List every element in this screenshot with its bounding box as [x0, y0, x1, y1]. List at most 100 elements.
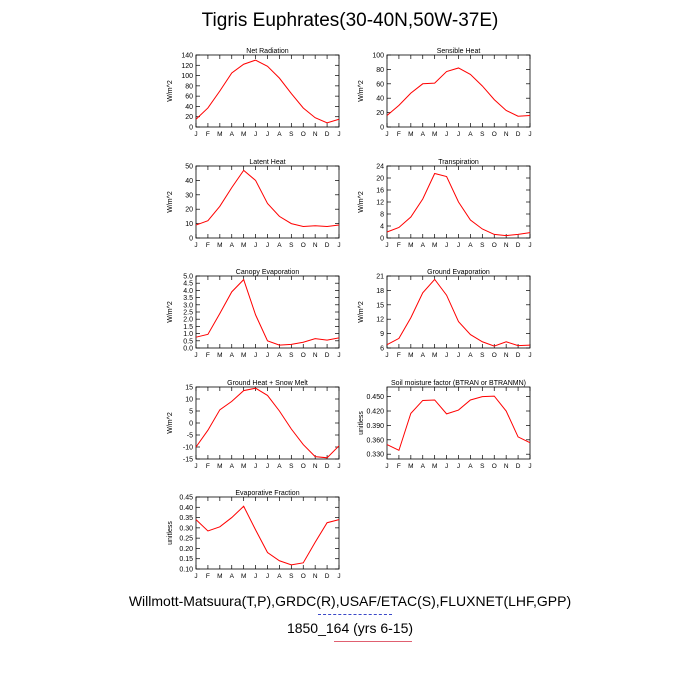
series-line — [386, 172, 531, 237]
x-tick-label: M — [241, 242, 246, 249]
y-tick-label: 0.20 — [179, 546, 193, 553]
x-tick-label: O — [301, 242, 306, 249]
series-line — [195, 278, 340, 346]
y-tick-label: 5.0 — [183, 274, 193, 281]
y-tick-label: 80 — [185, 83, 193, 90]
x-tick-label: J — [337, 242, 340, 249]
x-tick-label: J — [266, 463, 269, 470]
x-tick-label: A — [468, 131, 473, 138]
y-tick-label: 20 — [185, 114, 193, 121]
x-tick-label: F — [397, 463, 401, 470]
x-tick-label: A — [468, 463, 473, 470]
x-tick-label: N — [313, 463, 318, 470]
y-tick-label: 0 — [189, 421, 193, 428]
x-tick-label: S — [289, 463, 294, 470]
x-tick-label: J — [385, 131, 388, 138]
x-tick-label: F — [397, 352, 401, 359]
x-tick-label: A — [421, 242, 426, 249]
x-tick-label: M — [432, 352, 437, 359]
plot-frame — [195, 496, 340, 570]
x-tick-label: S — [480, 131, 485, 138]
y-tick-label: 24 — [376, 164, 384, 171]
x-tick-label: J — [457, 242, 460, 249]
x-tick-label: D — [325, 352, 330, 359]
y-tick-label: 2.5 — [183, 310, 193, 317]
y-tick-label: 15 — [185, 385, 193, 392]
y-tick-label: 60 — [185, 94, 193, 101]
y-tick-label: 0.15 — [179, 556, 193, 563]
y-tick-label: 0.30 — [179, 525, 193, 532]
x-tick-label: J — [445, 131, 448, 138]
x-tick-label: J — [385, 352, 388, 359]
x-tick-label: O — [492, 131, 497, 138]
x-tick-label: J — [528, 463, 531, 470]
x-tick-label: A — [468, 352, 473, 359]
x-tick-label: J — [194, 573, 197, 580]
y-tick-label: 0.35 — [179, 515, 193, 522]
y-axis-label: W/m^2 — [167, 80, 174, 102]
x-tick-label: M — [408, 242, 413, 249]
x-tick-label: J — [385, 242, 388, 249]
x-tick-label: M — [217, 242, 222, 249]
x-tick-label: M — [408, 463, 413, 470]
x-tick-label: J — [266, 131, 269, 138]
y-tick-label: 0.40 — [179, 505, 193, 512]
x-tick-label: J — [337, 131, 340, 138]
y-tick-label: 140 — [181, 53, 193, 60]
x-tick-label: N — [504, 463, 509, 470]
y-tick-label: 21 — [376, 274, 384, 281]
x-tick-label: A — [468, 242, 473, 249]
x-tick-label: A — [230, 131, 235, 138]
x-tick-label: D — [325, 463, 330, 470]
plot-frame — [386, 386, 531, 460]
y-tick-label: 15 — [376, 302, 384, 309]
x-tick-label: F — [206, 131, 210, 138]
x-tick-label: M — [217, 352, 222, 359]
y-tick-label: 0.450 — [366, 394, 384, 401]
x-tick-label: M — [432, 242, 437, 249]
x-tick-label: O — [492, 463, 497, 470]
x-tick-label: J — [266, 352, 269, 359]
x-tick-label: J — [528, 352, 531, 359]
y-tick-label: 0.330 — [366, 452, 384, 459]
plot-frame — [195, 275, 340, 349]
x-tick-label: M — [241, 352, 246, 359]
y-tick-label: 10 — [185, 397, 193, 404]
x-tick-label: J — [266, 242, 269, 249]
y-axis-label: W/m^2 — [167, 412, 174, 434]
panel-title: Net Radiation — [246, 48, 289, 55]
data-sources-caption: Willmott-Matsuura(T,P),GRDC(R),USAF/ETAC… — [128, 593, 572, 609]
x-tick-label: N — [313, 242, 318, 249]
x-tick-label: M — [217, 573, 222, 580]
x-tick-label: A — [277, 242, 282, 249]
x-tick-label: J — [337, 352, 340, 359]
y-tick-label: 120 — [181, 63, 193, 70]
x-tick-label: J — [266, 573, 269, 580]
x-tick-label: J — [254, 131, 257, 138]
y-tick-label: 40 — [376, 96, 384, 103]
y-axis-label: W/m^2 — [358, 191, 365, 213]
x-tick-label: D — [516, 131, 521, 138]
x-tick-label: M — [217, 463, 222, 470]
y-tick-label: 0 — [189, 125, 193, 132]
panel-title: Ground Heat + Snow Melt — [227, 380, 308, 387]
x-tick-label: F — [206, 463, 210, 470]
x-tick-label: N — [313, 573, 318, 580]
y-tick-label: 3.5 — [183, 295, 193, 302]
x-tick-label: A — [421, 463, 426, 470]
x-tick-label: J — [457, 463, 460, 470]
x-tick-label: J — [457, 131, 460, 138]
y-tick-label: 20 — [376, 176, 384, 183]
plot-frame — [195, 165, 340, 239]
x-tick-label: F — [206, 242, 210, 249]
case-caption: 1850_164 (yrs 6-15) — [286, 620, 414, 636]
x-tick-label: S — [480, 352, 485, 359]
x-tick-label: J — [254, 463, 257, 470]
x-tick-label: N — [504, 242, 509, 249]
chart-panel-7: Ground Heat + Snow Melt W/m^2 -15 -10 -5 0 5 10… — [167, 380, 341, 470]
